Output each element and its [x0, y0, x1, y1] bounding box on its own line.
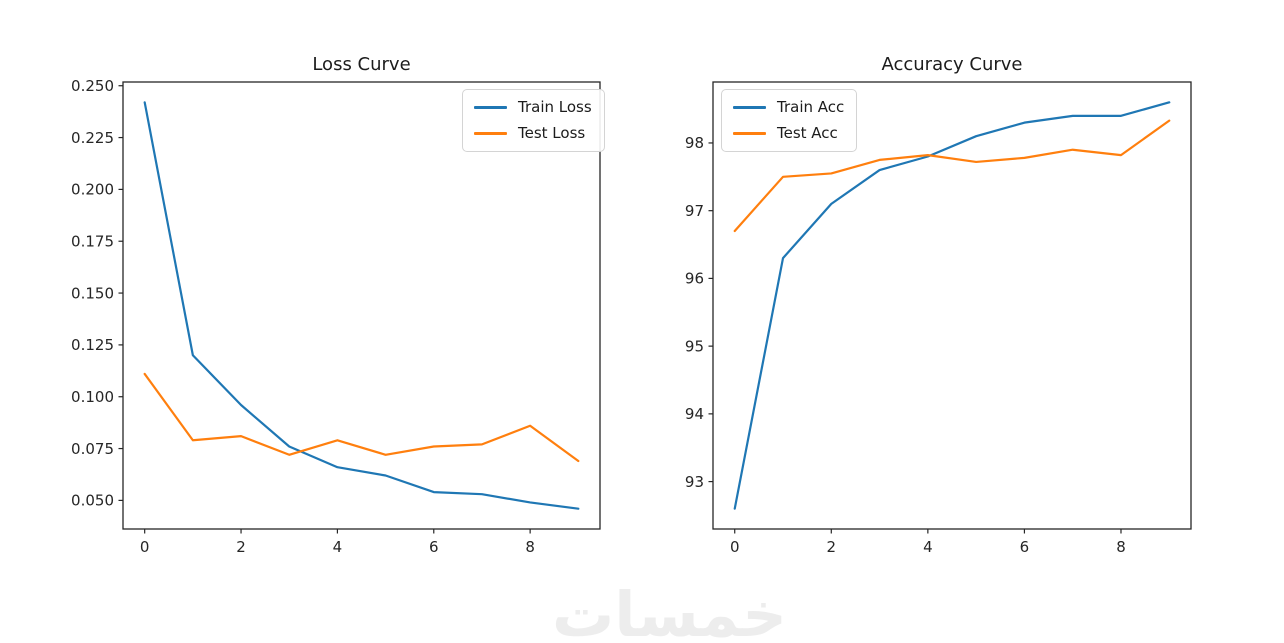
x-tick-label: 0 [140, 538, 150, 556]
axes-frame [122, 81, 601, 530]
y-tick-label: 0.050 [71, 492, 114, 510]
y-tick-label: 0.150 [71, 284, 114, 302]
legend-label-train-loss: Train Loss [518, 98, 592, 116]
series-line-train-loss [143, 101, 580, 510]
y-tick-label: 0.250 [71, 77, 114, 95]
y-tick-label: 93 [685, 473, 704, 491]
legend-item-test-loss: Test Loss [474, 124, 592, 142]
y-tick-label: 0.125 [71, 336, 114, 354]
y-tick-label: 0.200 [71, 181, 114, 199]
train-acc-line-swatch [733, 105, 766, 109]
legend-label-test-acc: Test Acc [777, 124, 838, 142]
x-tick-label: 6 [429, 538, 439, 556]
y-tick-label: 0.175 [71, 232, 114, 250]
y-tick-label: 94 [685, 405, 704, 423]
x-tick-label: 4 [333, 538, 343, 556]
legend-item-test-acc: Test Acc [733, 124, 844, 142]
y-tick-label: 95 [685, 337, 704, 355]
y-tick-label: 0.075 [71, 440, 114, 458]
x-tick-label: 2 [827, 538, 837, 556]
test-acc-line-swatch [733, 131, 766, 135]
y-tick-label: 97 [685, 202, 704, 220]
accuracy-chart-legend: Train Acc Test Acc [721, 89, 858, 152]
x-tick-label: 8 [1116, 538, 1126, 556]
train-loss-line-swatch [474, 105, 507, 109]
series-line-test-loss [143, 372, 580, 463]
loss-chart-legend: Train Loss Test Loss [462, 89, 605, 152]
y-tick-label: 96 [685, 270, 704, 288]
y-tick-label: 0.100 [71, 388, 114, 406]
y-tick-label: 98 [685, 134, 704, 152]
x-tick-label: 6 [1020, 538, 1030, 556]
loss-chart-title: Loss Curve [312, 54, 411, 75]
legend-label-test-loss: Test Loss [518, 124, 586, 142]
x-tick-label: 0 [730, 538, 740, 556]
khamsat-watermark: خمسات [552, 578, 787, 643]
x-tick-label: 4 [923, 538, 933, 556]
legend-item-train-acc: Train Acc [733, 98, 844, 116]
legend-label-train-acc: Train Acc [777, 98, 845, 116]
accuracy-chart-title: Accuracy Curve [881, 54, 1023, 75]
series-line-test-acc [733, 119, 1171, 233]
y-tick-label: 0.225 [71, 129, 114, 147]
x-tick-label: 8 [525, 538, 535, 556]
series-line-train-acc [733, 101, 1171, 510]
axes-frame [712, 81, 1192, 530]
x-tick-label: 2 [236, 538, 246, 556]
legend-item-train-loss: Train Loss [474, 98, 592, 116]
test-loss-line-swatch [474, 131, 507, 135]
